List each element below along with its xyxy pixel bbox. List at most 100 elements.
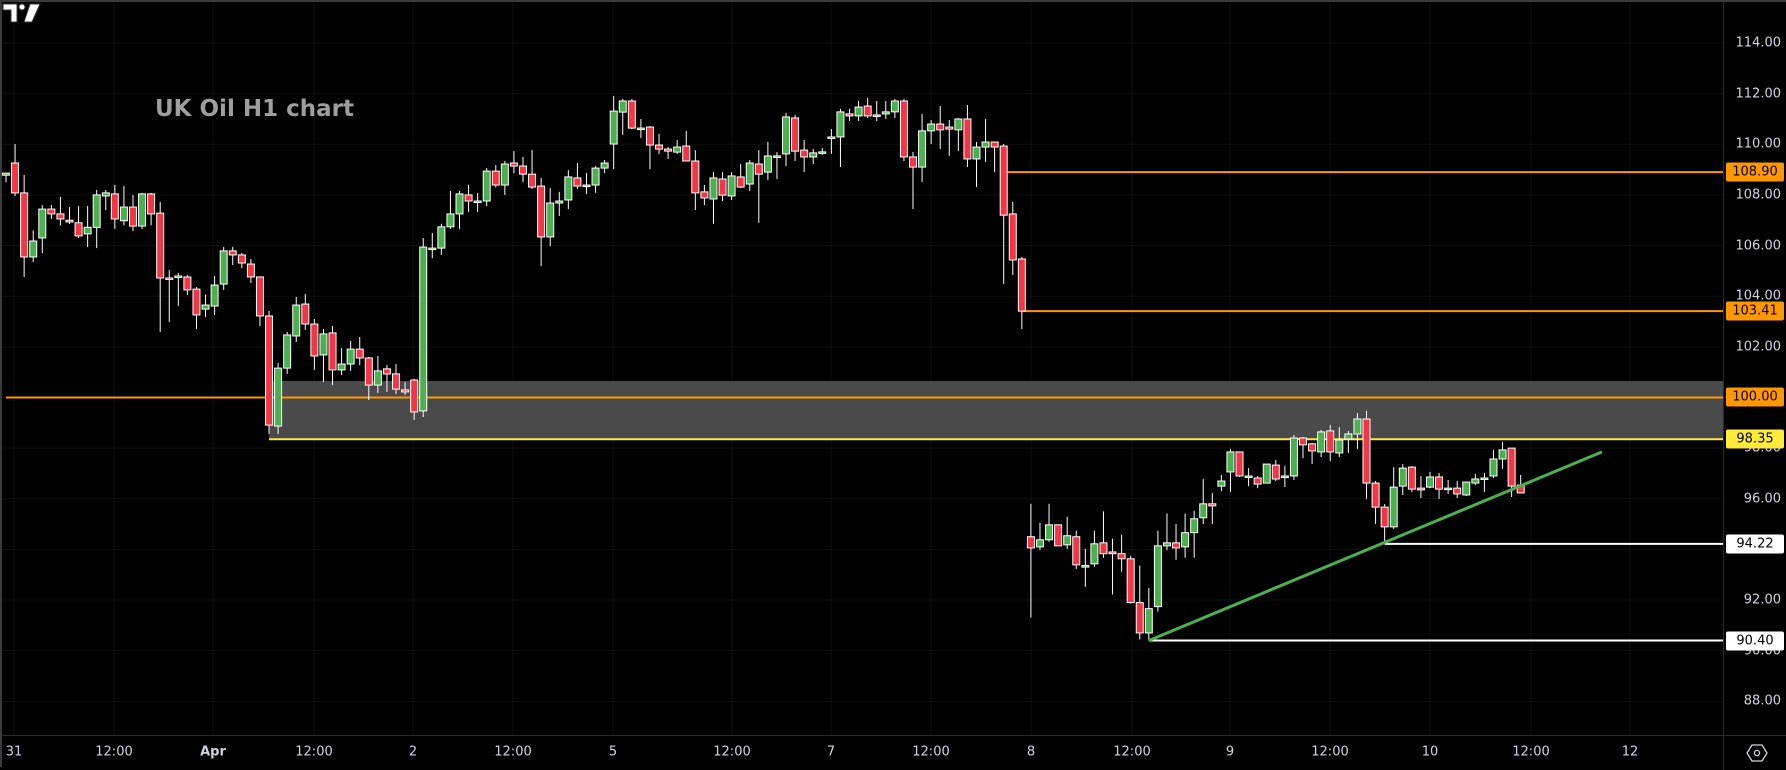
candle-bullish: [1262, 463, 1271, 484]
candle-bearish: [47, 208, 56, 215]
candle-bearish: [1362, 418, 1371, 484]
candle-bearish: [1453, 487, 1462, 495]
candle-bullish: [1081, 565, 1090, 568]
time-tick: 12:00: [1113, 744, 1151, 760]
support-zone: [269, 381, 1723, 440]
candle-bearish: [645, 126, 654, 146]
price-label-badge: 94.22: [1726, 534, 1784, 554]
price-tick: 112.00: [1735, 86, 1782, 102]
candle-bearish: [1008, 213, 1017, 261]
candle-bullish: [83, 226, 92, 235]
candle-bearish: [899, 100, 908, 158]
candle-bullish: [437, 226, 446, 249]
price-tick: 102.00: [1735, 339, 1782, 355]
price-axis[interactable]: 114.00 112.00 110.00 108.00 106.00 104.00 102.…: [1723, 2, 1786, 735]
candle-bullish: [763, 155, 772, 173]
candle-bearish: [655, 144, 664, 150]
candle-bearish: [1380, 506, 1389, 528]
candle-bearish: [700, 191, 709, 199]
candle-bearish: [310, 323, 319, 357]
candle-bearish: [237, 254, 246, 264]
candle-bullish: [174, 275, 183, 278]
candle-bullish: [274, 367, 283, 427]
candle-bearish: [1126, 558, 1135, 604]
candle-bullish: [727, 175, 736, 197]
time-tick: 12: [1621, 744, 1639, 760]
candle-bearish: [1507, 447, 1516, 487]
candle-bearish: [1135, 602, 1144, 634]
candle-bearish: [627, 100, 636, 129]
candle-bullish: [1162, 542, 1171, 547]
candle-bearish: [537, 185, 546, 238]
candle-bullish: [927, 123, 936, 132]
candle-bullish: [292, 304, 301, 337]
candle-bearish: [301, 303, 310, 325]
candle-bullish: [1444, 487, 1453, 491]
candle-bearish: [682, 145, 691, 162]
candle-bullish: [582, 184, 591, 188]
price-tick: 96.00: [1743, 491, 1781, 507]
candle-bearish: [1308, 443, 1317, 452]
tradingview-logo-icon[interactable]: [2, 2, 42, 24]
candle-bullish: [854, 106, 863, 117]
candle-bearish: [401, 389, 410, 393]
candle-bearish: [1416, 487, 1425, 491]
chart-plot-area[interactable]: UK Oil H1 chart: [2, 2, 1723, 735]
candle-bearish: [791, 117, 800, 152]
candle-bullish: [1489, 458, 1498, 477]
candle-bearish: [999, 145, 1008, 216]
price-tick: 106.00: [1735, 238, 1782, 254]
candle-bullish: [319, 333, 328, 356]
candle-bullish: [1471, 478, 1480, 484]
candlestick-chart[interactable]: [2, 2, 1723, 735]
candle-bullish: [2, 172, 10, 176]
candle-bearish: [754, 163, 763, 175]
candle-bullish: [1317, 431, 1326, 453]
candle-bullish: [972, 146, 981, 160]
candle-bullish: [1398, 467, 1407, 487]
candle-bearish: [1407, 466, 1416, 490]
candle-bearish: [1172, 542, 1181, 549]
chart-settings-icon[interactable]: [1746, 742, 1768, 764]
candle-bearish: [1253, 477, 1262, 485]
candle-bearish: [1299, 437, 1308, 446]
time-tick: 12:00: [1311, 744, 1349, 760]
candle-bearish: [664, 148, 673, 152]
candle-bearish: [1271, 464, 1280, 480]
time-tick: 12:00: [1512, 744, 1550, 760]
candle-bearish: [1026, 536, 1035, 549]
candle-bullish: [918, 130, 927, 168]
time-axis[interactable]: 31 12:00 Apr 12:00 2 12:00 5 12:00 7 12:00 8 12:00 9…: [2, 735, 1723, 770]
price-label-badge: 103.41: [1726, 301, 1784, 321]
candle-bearish: [963, 118, 972, 160]
candle-bullish: [1181, 532, 1190, 548]
candle-bullish: [1217, 480, 1226, 487]
candle-bullish: [38, 208, 47, 239]
candle-bullish: [1045, 524, 1054, 541]
candle-bearish: [990, 141, 999, 148]
candle-bullish: [1244, 475, 1253, 478]
time-tick: 8: [1026, 744, 1036, 760]
candle-bearish: [1326, 430, 1335, 453]
candle-bullish: [1389, 486, 1398, 528]
candle-bearish: [1371, 482, 1380, 508]
candle-bullish: [92, 194, 101, 228]
candle-bearish: [192, 288, 201, 316]
candle-bullish: [591, 167, 600, 186]
price-tick: 114.00: [1735, 35, 1782, 51]
candle-bullish: [346, 348, 355, 365]
time-tick: 5: [608, 744, 618, 760]
price-label-badge: 90.40: [1726, 631, 1784, 651]
candle-bullish: [546, 202, 555, 238]
candle-bullish: [1344, 433, 1353, 440]
candle-bearish: [1208, 503, 1217, 507]
candle-bullish: [1199, 503, 1208, 519]
candle-bearish: [355, 348, 364, 359]
candle-bullish: [500, 163, 509, 186]
candle-bearish: [691, 160, 700, 194]
candle-bullish: [600, 162, 609, 169]
candle-bearish: [11, 162, 20, 194]
time-tick: 12:00: [912, 744, 950, 760]
candle-bullish: [1335, 439, 1344, 454]
